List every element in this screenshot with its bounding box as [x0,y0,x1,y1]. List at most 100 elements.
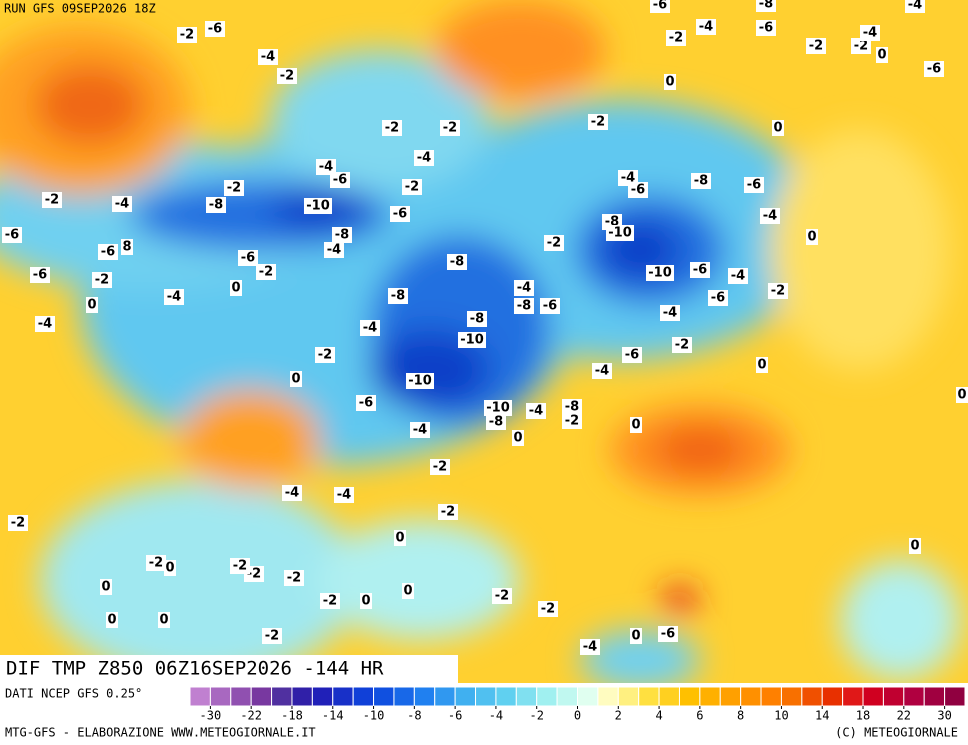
label-bg [394,530,406,546]
label-bg [768,283,788,299]
label-bg [100,579,112,595]
scale-swatch [882,686,905,707]
contour-label: -8 [209,198,223,213]
scale-swatch [740,686,762,707]
contour-label: -4 [529,404,543,419]
scale-swatch [780,686,803,707]
scale-label: 10 [774,709,788,723]
contour-label: -2 [11,516,25,531]
label-bg [728,268,748,284]
scale-swatch [209,686,232,707]
contour-label: -4 [663,306,677,321]
scale-swatch [352,686,375,707]
contour-label: -4 [417,151,431,166]
contour-label: -4 [595,364,609,379]
copyright-label: (C) METEOGIORNALE [835,726,958,740]
contour-label: -2 [495,589,509,604]
contour-label: -8 [470,312,484,327]
label-bg [486,414,506,430]
contour-label: -8 [565,400,579,415]
scale-swatch [638,686,660,707]
label-bg [406,373,434,389]
map-title: DIF TMP Z850 06Z16SEP2026 -144 HR [6,658,384,680]
label-bg [851,38,871,54]
contour-label: -6 [927,62,941,77]
contour-label: -2 [541,602,555,617]
label-bg [164,560,176,576]
scale-swatch [189,686,211,707]
scale-swatch [842,686,864,707]
label-bg [360,593,372,609]
label-bg [691,173,711,189]
label-bg [230,280,242,296]
contour-label: -4 [863,26,877,41]
label-bg [588,114,608,130]
label-bg [2,227,22,243]
contour-label: -2 [95,273,109,288]
scale-swatch [556,686,579,707]
label-bg [315,347,335,363]
contour-label: -2 [809,39,823,54]
scale-label: 30 [937,709,951,723]
label-bg [905,0,925,13]
scale-label: 6 [696,709,703,723]
label-bg [538,601,558,617]
scale-label: -6 [448,709,462,723]
scale-swatch [413,686,436,707]
label-bg [8,515,28,531]
scale-swatch [577,686,599,707]
contour-label: 0 [165,561,174,576]
contour-label: -6 [631,183,645,198]
label-bg [909,538,921,554]
label-bg [388,288,408,304]
label-bg [630,417,642,433]
label-bg [121,239,133,255]
contour-label: -4 [327,243,341,258]
contour-label: -2 [854,39,868,54]
contour-label: -10 [408,374,432,389]
contour-label: -8 [759,0,773,12]
label-bg [224,180,244,196]
label-bg [356,395,376,411]
scale-swatch [291,686,313,707]
scale-swatch [454,686,477,707]
label-bg [402,583,414,599]
scale-swatch [393,686,415,707]
run-label: RUN GFS 09SEP2026 18Z [4,2,156,16]
contour-label: -8 [694,174,708,189]
contour-label: -2 [669,31,683,46]
scale-swatch [801,686,823,707]
scale-swatch [617,686,640,707]
scale-swatch [903,686,925,707]
label-bg [206,197,226,213]
scale-swatch [373,686,395,707]
label-bg [304,198,332,214]
contour-label: -6 [359,396,373,411]
scale-swatch [678,686,701,707]
label-bg [756,20,776,36]
label-bg [544,235,564,251]
label-bg [672,337,692,353]
label-bg [806,38,826,54]
label-bg [708,290,728,306]
contour-label: -6 [759,21,773,36]
label-bg [402,179,422,195]
label-bg [622,347,642,363]
label-bg [696,19,716,35]
contour-label: 0 [910,539,919,554]
label-bg [334,487,354,503]
contour-label: -6 [5,228,19,243]
label-bg [592,363,612,379]
label-bg [205,21,225,37]
scale-swatch [699,686,721,707]
contour-label: -4 [285,486,299,501]
contour-label: -10 [460,333,484,348]
scale-swatch [719,686,742,707]
label-bg [514,298,534,314]
contour-label: -2 [227,181,241,196]
scale-label: 14 [815,709,829,723]
label-bg [628,182,648,198]
label-bg [580,639,600,655]
label-bg [562,413,582,429]
contour-label: -2 [591,115,605,130]
